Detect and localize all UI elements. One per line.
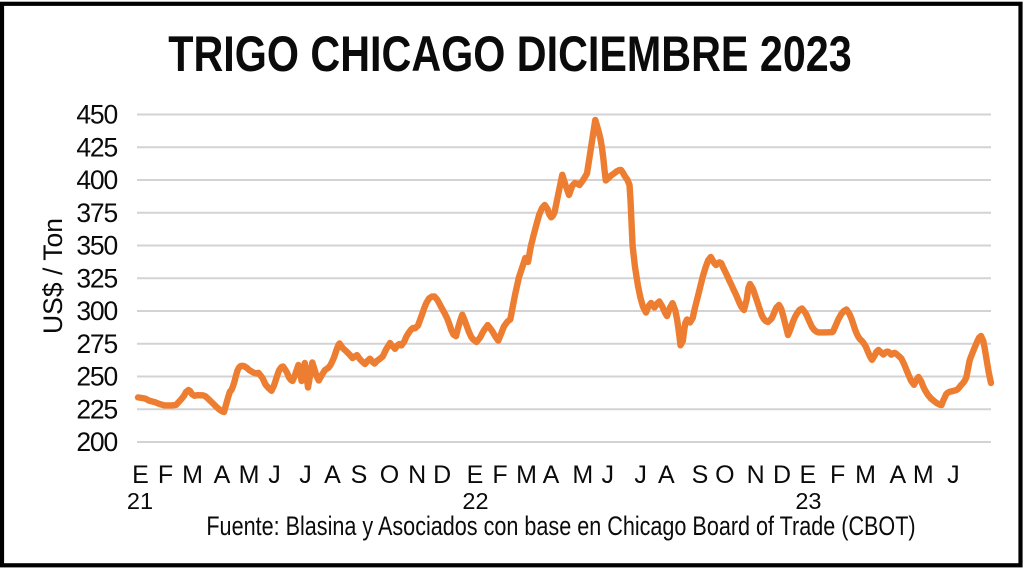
svg-text:US$ / Ton: US$ / Ton [38,218,68,334]
svg-text:A: A [324,461,341,489]
svg-text:J: J [947,461,960,489]
svg-text:200: 200 [76,427,117,457]
svg-text:225: 225 [76,394,117,424]
svg-text:TRIGO CHICAGO DICIEMBRE 2023: TRIGO CHICAGO DICIEMBRE 2023 [168,25,851,82]
svg-text:D: D [773,461,791,489]
svg-text:N: N [408,461,426,489]
svg-text:J: J [299,461,312,489]
svg-text:275: 275 [76,329,117,359]
svg-text:M: M [182,461,203,489]
svg-text:F: F [158,461,173,489]
svg-text:23: 23 [795,488,821,514]
svg-text:O: O [715,461,734,489]
svg-text:Fuente: Blasina y Asociados co: Fuente: Blasina y Asociados con base en … [206,512,915,542]
svg-text:350: 350 [76,231,117,261]
svg-text:375: 375 [76,198,117,228]
svg-text:400: 400 [76,165,117,195]
svg-text:O: O [380,461,399,489]
svg-text:A: A [889,461,906,489]
svg-text:D: D [433,461,451,489]
svg-text:F: F [492,461,507,489]
svg-text:M: M [572,461,593,489]
svg-text:300: 300 [76,296,117,326]
svg-text:M: M [855,461,876,489]
svg-text:A: A [658,461,675,489]
svg-text:J: J [602,461,615,489]
svg-text:N: N [747,461,765,489]
svg-text:M: M [913,461,934,489]
svg-text:325: 325 [76,263,117,293]
svg-text:S: S [351,461,368,489]
svg-text:A: A [214,461,231,489]
svg-text:425: 425 [76,132,117,162]
svg-text:M: M [516,461,537,489]
svg-text:M: M [239,461,260,489]
svg-text:450: 450 [76,100,117,130]
svg-text:22: 22 [462,488,488,514]
svg-text:E: E [799,461,816,489]
svg-text:A: A [543,461,560,489]
svg-text:E: E [467,461,484,489]
svg-text:250: 250 [76,362,117,392]
svg-text:J: J [268,461,281,489]
svg-text:S: S [692,461,709,489]
svg-text:J: J [634,461,647,489]
svg-text:F: F [830,461,845,489]
svg-text:21: 21 [127,488,153,514]
svg-text:E: E [132,461,149,489]
